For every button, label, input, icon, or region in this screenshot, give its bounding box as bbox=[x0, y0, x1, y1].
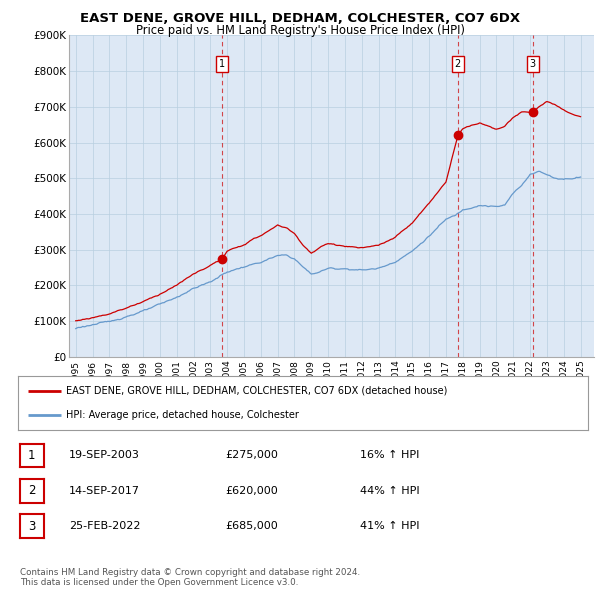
Text: 14-SEP-2017: 14-SEP-2017 bbox=[69, 486, 140, 496]
Text: HPI: Average price, detached house, Colchester: HPI: Average price, detached house, Colc… bbox=[67, 410, 299, 420]
Text: 19-SEP-2003: 19-SEP-2003 bbox=[69, 451, 140, 460]
Text: Contains HM Land Registry data © Crown copyright and database right 2024.
This d: Contains HM Land Registry data © Crown c… bbox=[20, 568, 360, 587]
Text: Price paid vs. HM Land Registry's House Price Index (HPI): Price paid vs. HM Land Registry's House … bbox=[136, 24, 464, 37]
Text: 16% ↑ HPI: 16% ↑ HPI bbox=[360, 451, 419, 460]
Text: 2: 2 bbox=[455, 59, 461, 69]
Text: £620,000: £620,000 bbox=[225, 486, 278, 496]
Text: 25-FEB-2022: 25-FEB-2022 bbox=[69, 522, 140, 531]
Text: 1: 1 bbox=[220, 59, 226, 69]
Text: 3: 3 bbox=[28, 520, 35, 533]
Text: 1: 1 bbox=[28, 449, 35, 462]
Text: 41% ↑ HPI: 41% ↑ HPI bbox=[360, 522, 419, 531]
Text: 44% ↑ HPI: 44% ↑ HPI bbox=[360, 486, 419, 496]
Text: 2: 2 bbox=[28, 484, 35, 497]
Text: £275,000: £275,000 bbox=[225, 451, 278, 460]
Text: EAST DENE, GROVE HILL, DEDHAM, COLCHESTER, CO7 6DX: EAST DENE, GROVE HILL, DEDHAM, COLCHESTE… bbox=[80, 12, 520, 25]
Text: £685,000: £685,000 bbox=[225, 522, 278, 531]
Text: EAST DENE, GROVE HILL, DEDHAM, COLCHESTER, CO7 6DX (detached house): EAST DENE, GROVE HILL, DEDHAM, COLCHESTE… bbox=[67, 386, 448, 396]
Text: 3: 3 bbox=[530, 59, 536, 69]
